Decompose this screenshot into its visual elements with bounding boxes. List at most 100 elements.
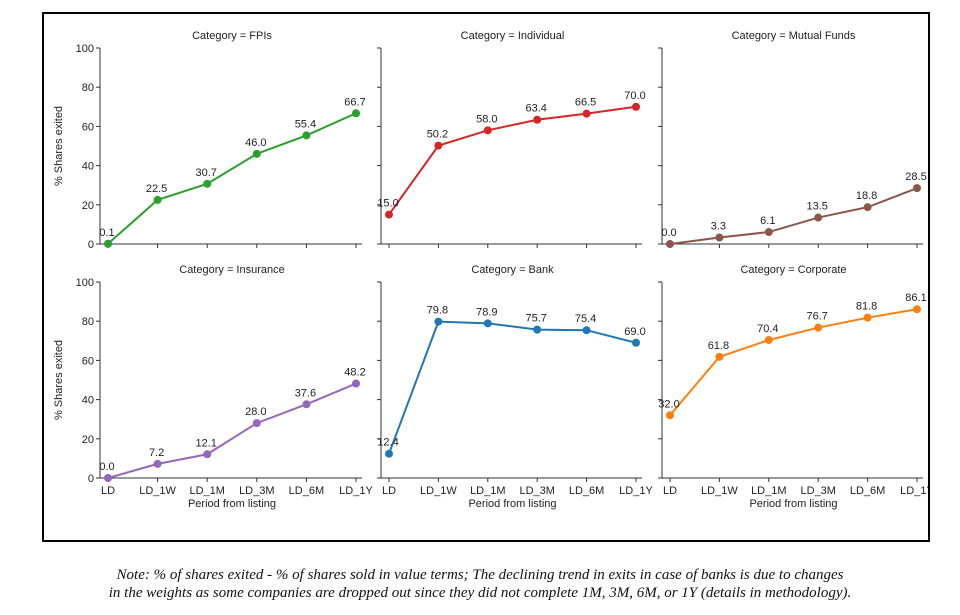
- x-tick-label: LD_1W: [139, 485, 176, 497]
- data-label: 12.1: [195, 437, 216, 449]
- data-point: [863, 203, 872, 212]
- y-tick-label: 20: [82, 434, 94, 446]
- data-point: [814, 213, 823, 222]
- x-tick-label: LD_3M: [800, 485, 835, 497]
- data-label: 12.4: [377, 437, 398, 449]
- data-point: [203, 179, 212, 188]
- data-point: [764, 228, 773, 237]
- data-label: 15.0: [377, 198, 398, 210]
- panel-title-5: Category = Corporate: [740, 264, 846, 276]
- data-point: [913, 184, 921, 193]
- data-point: [913, 305, 921, 314]
- data-point: [632, 338, 640, 347]
- x-axis-label: Period from listing: [749, 498, 837, 510]
- y-tick-label: 20: [82, 200, 94, 212]
- y-axis-label: % Shares exited: [53, 106, 65, 186]
- panel-title-2: Category = Mutual Funds: [732, 30, 856, 42]
- data-point: [434, 141, 443, 150]
- x-tick-label: LD_1Y: [619, 485, 653, 497]
- data-label: 13.5: [806, 201, 827, 213]
- faceted-line-chart: Category = FPIs 0 20 40 60 80 100 0.1 22.5 30.7 46…: [53, 30, 928, 510]
- data-point: [153, 195, 162, 204]
- y-tick-label: 0: [88, 239, 94, 251]
- x-axis-label: Period from listing: [188, 498, 276, 510]
- data-point: [814, 323, 823, 332]
- x-tick-label: LD_1W: [701, 485, 738, 497]
- data-label: 37.6: [295, 387, 316, 399]
- data-point: [434, 317, 443, 326]
- data-label: 61.8: [708, 340, 729, 352]
- data-point: [666, 240, 674, 248]
- data-label: 75.7: [525, 313, 546, 325]
- data-label: 79.8: [427, 305, 448, 317]
- x-tick-label: LD_1M: [751, 485, 786, 497]
- note-line-1: Note: % of shares exited - % of shares s…: [116, 567, 844, 583]
- x-tick-label: LD_3M: [239, 485, 274, 497]
- data-label: 78.9: [476, 306, 497, 318]
- chart-frame: Category = FPIs 0 20 40 60 80 100 0.1 22.5 30.7 46…: [42, 12, 930, 542]
- x-tick-label: LD_1Y: [900, 485, 928, 497]
- x-tick-label: LD_1Y: [339, 485, 373, 497]
- series-line-0: [107, 112, 357, 245]
- data-point: [252, 149, 261, 158]
- panel-title-0: Category = FPIs: [192, 30, 272, 42]
- data-point: [632, 102, 640, 111]
- data-point: [483, 319, 492, 328]
- data-label: 3.3: [711, 221, 726, 233]
- data-label: 75.4: [575, 313, 596, 325]
- data-point: [483, 126, 492, 135]
- series-line-5: [669, 308, 918, 416]
- y-tick-label: 100: [76, 277, 94, 289]
- data-point: [302, 131, 311, 140]
- y-tick-label: 80: [82, 82, 94, 94]
- data-label: 6.1: [760, 215, 775, 227]
- data-label: 0.1: [99, 227, 114, 239]
- data-point: [533, 115, 542, 124]
- data-label: 50.2: [427, 129, 448, 141]
- series-line-3: [107, 382, 357, 479]
- data-label: 69.0: [624, 326, 645, 338]
- data-label: 30.7: [195, 167, 216, 179]
- data-point: [203, 450, 212, 459]
- data-label: 28.5: [905, 171, 926, 183]
- series-line-2: [669, 187, 918, 245]
- data-point: [582, 109, 591, 118]
- data-label: 0.0: [99, 461, 114, 473]
- x-tick-label: LD: [101, 485, 115, 497]
- panel-title-3: Category = Insurance: [179, 264, 284, 276]
- y-tick-label: 40: [82, 395, 94, 407]
- panel-title-1: Category = Individual: [461, 30, 565, 42]
- series-line-1: [388, 105, 637, 216]
- data-label: 76.7: [806, 311, 827, 323]
- data-point: [352, 379, 360, 388]
- data-label: 70.4: [757, 323, 778, 335]
- y-tick-label: 80: [82, 316, 94, 328]
- data-label: 58.0: [476, 113, 497, 125]
- series-line-4: [388, 320, 637, 455]
- data-label: 86.1: [905, 292, 926, 304]
- y-tick-label: 60: [82, 121, 94, 133]
- data-label: 81.8: [856, 301, 877, 313]
- data-label: 66.5: [575, 97, 596, 109]
- x-axis-label: Period from listing: [468, 498, 556, 510]
- data-label: 32.0: [658, 398, 679, 410]
- data-label: 0.0: [661, 227, 676, 239]
- x-tick-label: LD_1M: [189, 485, 224, 497]
- x-tick-label: LD: [382, 485, 396, 497]
- y-tick-label: 40: [82, 161, 94, 173]
- data-label: 46.0: [245, 137, 266, 149]
- data-point: [252, 419, 261, 428]
- data-label: 55.4: [295, 118, 316, 130]
- data-label: 28.0: [245, 406, 266, 418]
- data-label: 48.2: [344, 367, 365, 379]
- data-label: 18.8: [856, 190, 877, 202]
- data-label: 22.5: [146, 183, 167, 195]
- data-point: [764, 336, 773, 345]
- note-line-2: in the weights as some companies are dro…: [108, 585, 852, 601]
- data-point: [666, 411, 674, 420]
- data-point: [302, 400, 311, 409]
- data-point: [385, 210, 393, 219]
- data-point: [104, 474, 112, 482]
- data-label: 7.2: [149, 447, 164, 459]
- x-tick-label: LD_6M: [289, 485, 324, 497]
